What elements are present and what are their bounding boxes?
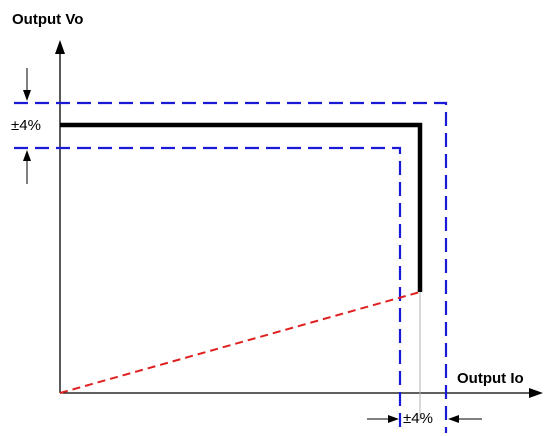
- voltage-tolerance-label: ±4%: [11, 117, 41, 134]
- upper-tolerance-band: [14, 101, 448, 433]
- x-axis-title: Output Io: [457, 370, 524, 387]
- lower-tolerance-band: [14, 146, 402, 433]
- arrow-right-icon: [388, 415, 399, 423]
- y-axis-title: Output Vo: [12, 11, 84, 28]
- output-characteristic-line: [60, 122, 423, 292]
- load-line: [59, 291, 421, 394]
- y-axis-arrow-icon: [55, 40, 65, 54]
- x-axis-arrow-icon: [529, 388, 543, 398]
- arrow-down-icon: [23, 90, 31, 101]
- arrow-left-icon: [448, 415, 459, 423]
- current-tolerance-label: ±4%: [403, 410, 433, 427]
- arrow-up-icon: [23, 150, 31, 161]
